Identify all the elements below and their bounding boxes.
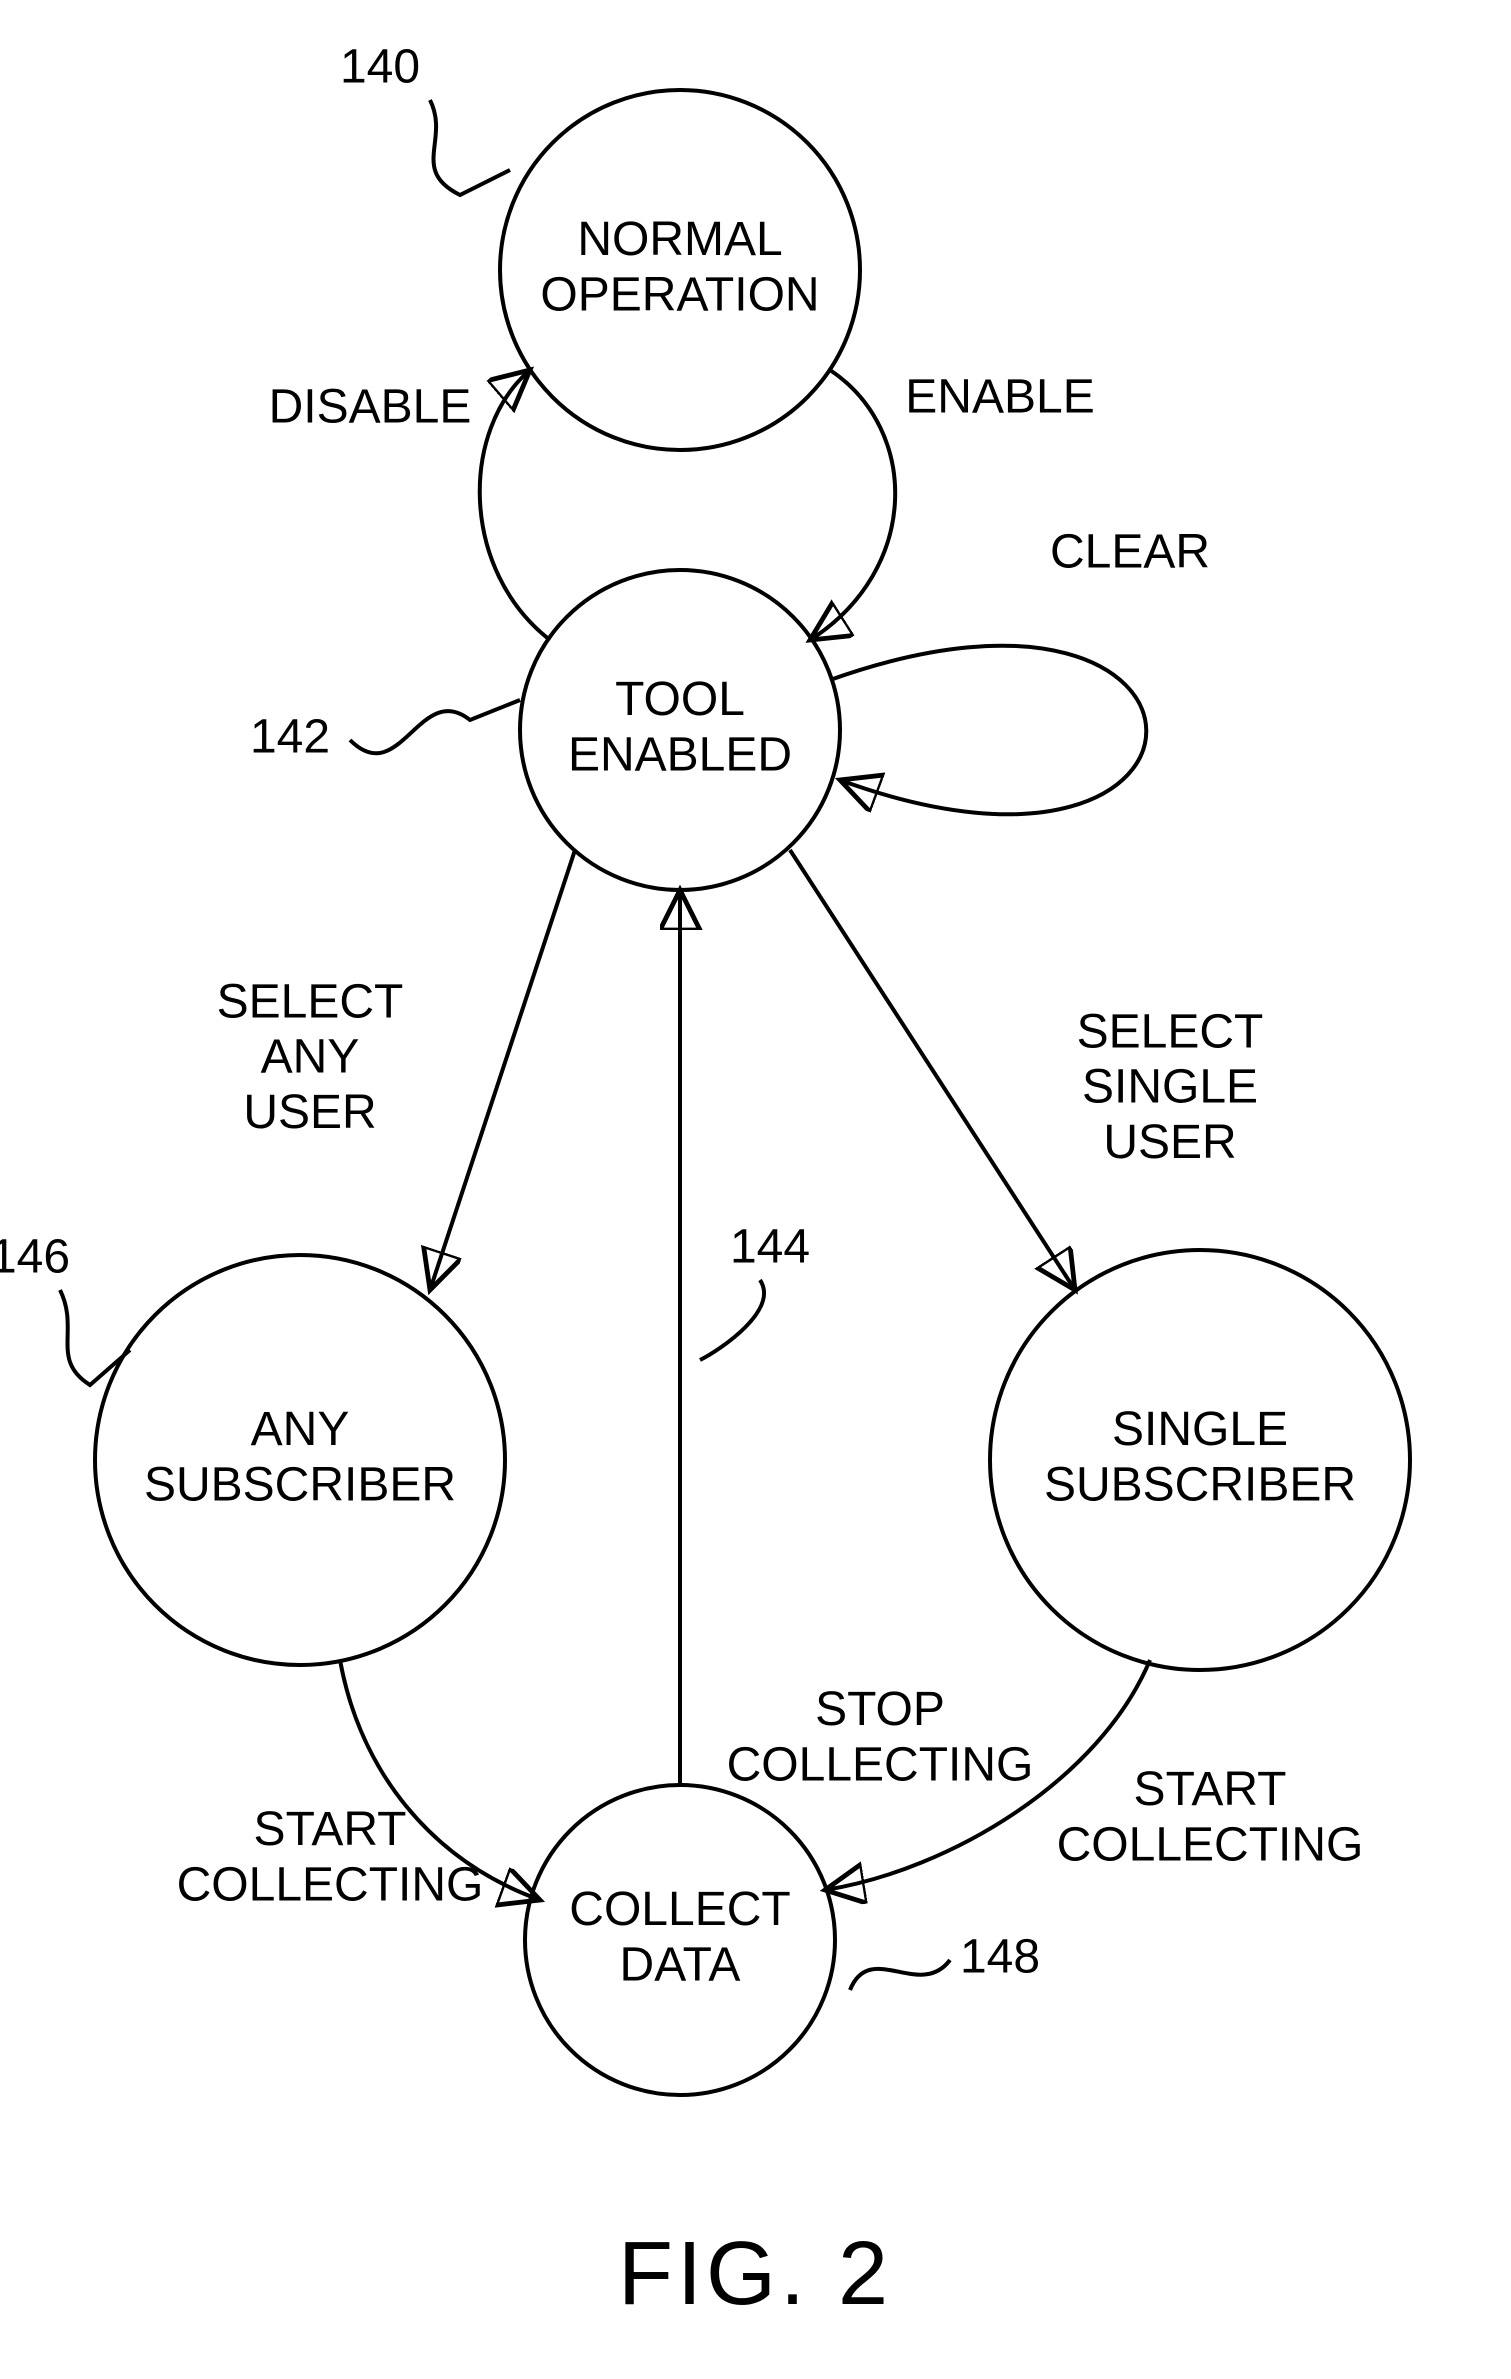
node-label-any: ANY bbox=[251, 1403, 350, 1456]
callout-label-c148: 148 bbox=[960, 1931, 1040, 1984]
node-label-collect: COLLECT bbox=[569, 1883, 790, 1936]
callout-path-c142 bbox=[350, 700, 520, 753]
edge-select_any bbox=[430, 850, 575, 1290]
callout-path-c140 bbox=[430, 100, 510, 195]
node-label-normal: NORMAL bbox=[577, 213, 782, 266]
edge-clear bbox=[830, 646, 1146, 815]
node-label-collect: DATA bbox=[620, 1938, 741, 1991]
state-diagram: ENABLEDISABLECLEARSELECTANYUSERSELECTSIN… bbox=[0, 0, 1511, 2379]
edge-label-select_single: SINGLE bbox=[1082, 1061, 1258, 1114]
edge-label-start_left: START bbox=[254, 1803, 407, 1856]
callout-path-c146 bbox=[60, 1290, 130, 1385]
callout-path-c148 bbox=[850, 1960, 950, 1990]
figure-caption: FIG. 2 bbox=[618, 2224, 892, 2324]
node-label-normal: OPERATION bbox=[540, 268, 819, 321]
edge-label-stop: COLLECTING bbox=[727, 1738, 1034, 1791]
node-label-single: SUBSCRIBER bbox=[1044, 1458, 1356, 1511]
edge-label-start_right: START bbox=[1134, 1763, 1287, 1816]
edge-label-select_single: USER bbox=[1103, 1116, 1236, 1169]
edge-select_single bbox=[790, 850, 1075, 1290]
node-label-tool: ENABLED bbox=[568, 728, 792, 781]
edge-label-disable: DISABLE bbox=[269, 381, 472, 434]
edge-label-select_any: ANY bbox=[261, 1031, 360, 1084]
edge-label-start_right: COLLECTING bbox=[1057, 1818, 1364, 1871]
edge-label-start_left: COLLECTING bbox=[177, 1858, 484, 1911]
edge-label-stop: STOP bbox=[815, 1683, 945, 1736]
callout-path-c144 bbox=[700, 1280, 764, 1360]
callout-label-c142: 142 bbox=[250, 711, 330, 764]
node-label-any: SUBSCRIBER bbox=[144, 1458, 456, 1511]
edge-label-clear: CLEAR bbox=[1050, 526, 1210, 579]
callout-label-c144: 144 bbox=[730, 1221, 810, 1274]
edge-label-select_any: USER bbox=[243, 1086, 376, 1139]
edge-label-select_any: SELECT bbox=[217, 975, 404, 1028]
node-label-tool: TOOL bbox=[615, 673, 745, 726]
edge-label-select_single: SELECT bbox=[1077, 1005, 1264, 1058]
node-label-single: SINGLE bbox=[1112, 1403, 1288, 1456]
edge-enable bbox=[810, 370, 895, 640]
callout-label-c146: 146 bbox=[0, 1231, 70, 1284]
edge-label-enable: ENABLE bbox=[905, 371, 1094, 424]
edge-disable bbox=[480, 370, 550, 640]
callout-label-c140: 140 bbox=[340, 41, 420, 94]
